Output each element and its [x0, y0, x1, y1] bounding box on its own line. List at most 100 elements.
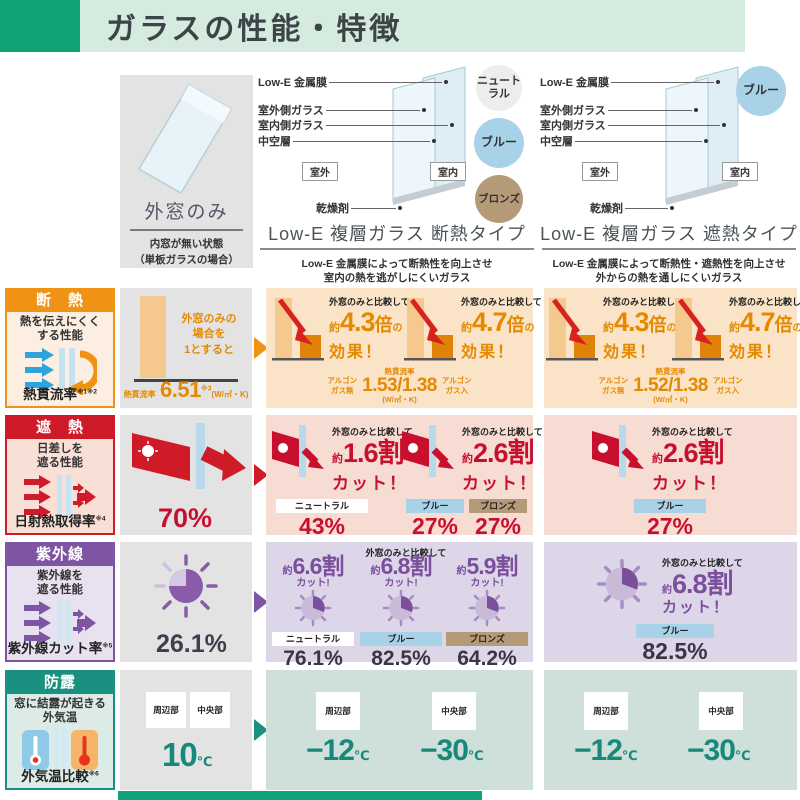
badge-blue: ブルー	[634, 499, 706, 513]
solar-row-card: 遮 熱 日差しを 遮る性能 日射熱取得率※4	[5, 415, 115, 535]
comparison-group: 外窓のみと比較して 約2.6割 カット！	[592, 425, 733, 494]
u-value-cluster: アルゴン ガス無 熱貫流率 1.52/1.38 (W/㎡・K) アルゴン ガス入	[544, 368, 797, 404]
compare-note: 外窓のみと比較して	[603, 297, 684, 307]
baseline-note: 外窓のみの 場合を 1とすると	[181, 313, 237, 356]
label-inner-glass: 室内側ガラス	[540, 117, 726, 133]
insulation-type-diagram: Low-E 金属膜 室外側ガラス 室内側ガラス 中空層 室外 室内 乾燥剤 ニュ…	[258, 62, 536, 292]
badge-center: 中央部	[190, 692, 230, 728]
cut-label: カット!	[470, 578, 504, 589]
insulation-type-desc2: 室内の熱を逃がしにくいガラス	[323, 272, 471, 284]
cut-value: 約6.8割	[662, 569, 734, 599]
arrow-right-icon	[254, 719, 268, 741]
badge-perimeter: 周辺部	[316, 692, 360, 730]
shading-type-diagram: Low-E 金属膜 室外側ガラス 室内側ガラス 中空層 室外 室内 乾燥剤 ブル…	[540, 62, 798, 292]
solar-metric-label: 日射熱取得率※4	[14, 514, 106, 529]
cut-label: カット！	[652, 474, 728, 493]
solar-gain-baseline: 70%	[158, 503, 213, 533]
thermal-row-title: 断 熱	[7, 290, 113, 312]
shading-type-title: Low-E 複層ガラス 遮熱タイプ	[540, 224, 798, 244]
uv-row-desc2: 遮る性能	[37, 584, 83, 597]
badge-bronze: ブロンズ	[469, 499, 527, 513]
next-section-header-edge	[118, 791, 482, 800]
label-inner-glass: 室内側ガラス	[258, 117, 454, 133]
badge-perimeter: 周辺部	[584, 692, 628, 730]
label-air-layer: 中空層	[540, 133, 708, 149]
single-pane-glass-icon	[137, 83, 232, 195]
swatch-blue: ブルー	[736, 66, 786, 116]
arrow-right-icon	[254, 591, 268, 613]
solar-shading-panel: 外窓のみと比較して 約2.6割 カット！ ブルー 27%	[544, 415, 797, 539]
cut-label: カット!	[296, 578, 330, 589]
bronze-result: ブロンズ 27%	[469, 499, 527, 539]
u-value-metric: 熱貫流率	[655, 367, 686, 377]
thermometers-icon	[22, 727, 98, 772]
solar-gain-value: 27%	[411, 512, 459, 539]
condensation-row-title: 防露	[7, 672, 113, 694]
uv-row-desc1: 紫外線を	[37, 570, 83, 582]
uv-block-arrows-icon	[24, 600, 96, 645]
uv-baseline-panel: 26.1%	[120, 542, 252, 662]
cut-value: 約2.6割	[652, 438, 725, 468]
neutral-result: 約6.6割 カット! ニュートラル 76.1%	[272, 555, 354, 671]
label-lowe-film: Low-E 金属膜	[540, 74, 720, 90]
u-value-cluster: アルゴン ガス無 熱貫流率 1.53/1.38 (W/㎡・K) アルゴン ガス入	[266, 368, 533, 404]
comparison-group: 外窓のみと比較して 約4.3倍の 効果！	[546, 295, 684, 365]
arrow-right-icon	[254, 464, 268, 486]
comparison-group: 外窓のみと比較して 約4.7倍の 効果！	[404, 295, 542, 365]
bar-drop-chart-icon	[546, 298, 598, 361]
times-value: 約4.7倍の	[461, 307, 535, 337]
divider	[260, 248, 534, 250]
axis-line	[134, 379, 238, 382]
solar-gain-value: 27%	[474, 512, 522, 539]
condensation-temp: −12℃	[574, 734, 638, 767]
label-indoor: 室内	[722, 162, 758, 181]
badge-neutral: ニュートラル	[276, 499, 368, 513]
uv-cut-value: 64.2%	[457, 646, 517, 670]
argon-with-label: アルゴン ガス入	[712, 376, 743, 396]
badge-neutral: ニュートラル	[272, 632, 354, 646]
condensation-row-desc1: 窓に結露が起きる	[14, 698, 106, 710]
condensation-temp: −30℃	[687, 734, 751, 767]
page-header: ガラスの性能・特徴	[80, 0, 745, 52]
uv-sun-pie-icon	[597, 559, 647, 609]
argon-without-label: アルゴン ガス無	[327, 376, 358, 396]
swatch-blue: ブルー	[474, 118, 524, 168]
times-value: 約4.3倍の	[603, 307, 677, 337]
compare-note: 外窓のみと比較して	[652, 427, 733, 437]
u-value: 1.53/1.38	[362, 374, 437, 396]
label-desiccant: 乾燥剤	[590, 200, 674, 216]
header-accent-square	[0, 0, 80, 52]
compare-note: 外窓のみと比較して	[461, 297, 542, 307]
thermal-insulation-panel: 外窓のみと比較して 約4.3倍の 効果！ 外窓のみと比較して 約4.7倍の 効果…	[266, 288, 542, 408]
condensation-row-card: 防露 窓に結露が起きる 外気温 外気温比較※6	[5, 670, 115, 790]
solar-row-desc2: 遮る性能	[37, 457, 83, 470]
compare-note: 外窓のみと比較して	[329, 297, 410, 307]
uv-row-card: 紫外線 紫外線を 遮る性能 紫外線カット率※5	[5, 542, 115, 662]
condensation-temp: −30℃	[420, 734, 484, 767]
sunlight-block-arrows-icon	[24, 474, 96, 519]
u-value-unit: (W/㎡・K)	[653, 394, 688, 404]
uv-sun-pie-icon	[468, 589, 506, 627]
solar-gain-value: 43%	[298, 512, 346, 539]
outer-window-only-panel: 外窓のみ 内窓が無い状態 （単板ガラスの場合）	[120, 75, 253, 268]
solar-gain-value: 27%	[646, 512, 694, 539]
cut-value: 約2.6割	[462, 438, 535, 468]
thermal-baseline-panel: 外窓のみの 場合を 1とすると 熱貫流率 6.51※3(W/㎡・K)	[120, 288, 252, 408]
cut-value: 約6.6割	[282, 553, 345, 579]
cut-value: 約5.9割	[456, 553, 519, 579]
u-value: 1.52/1.38	[633, 374, 708, 396]
compare-note: 外窓のみと比較して	[729, 297, 800, 307]
u-value-metric: 熱貫流率	[384, 367, 415, 377]
heat-flow-arrows-icon	[25, 347, 97, 395]
effect-label: 効果！	[603, 344, 658, 361]
u-value-unit: (W/㎡・K)	[382, 394, 417, 404]
argon-with-label: アルゴン ガス入	[441, 376, 472, 396]
uv-cut-value: 82.5%	[371, 646, 431, 670]
sun-through-glass-icon	[132, 423, 246, 489]
effect-label: 効果！	[329, 344, 384, 361]
label-outer-glass: 室外側ガラス	[540, 102, 698, 118]
blue-result: ブルー 27%	[406, 499, 464, 539]
badge-center: 中央部	[699, 692, 743, 730]
blue-result: 約6.8割 カット! ブルー 82.5%	[360, 555, 442, 671]
